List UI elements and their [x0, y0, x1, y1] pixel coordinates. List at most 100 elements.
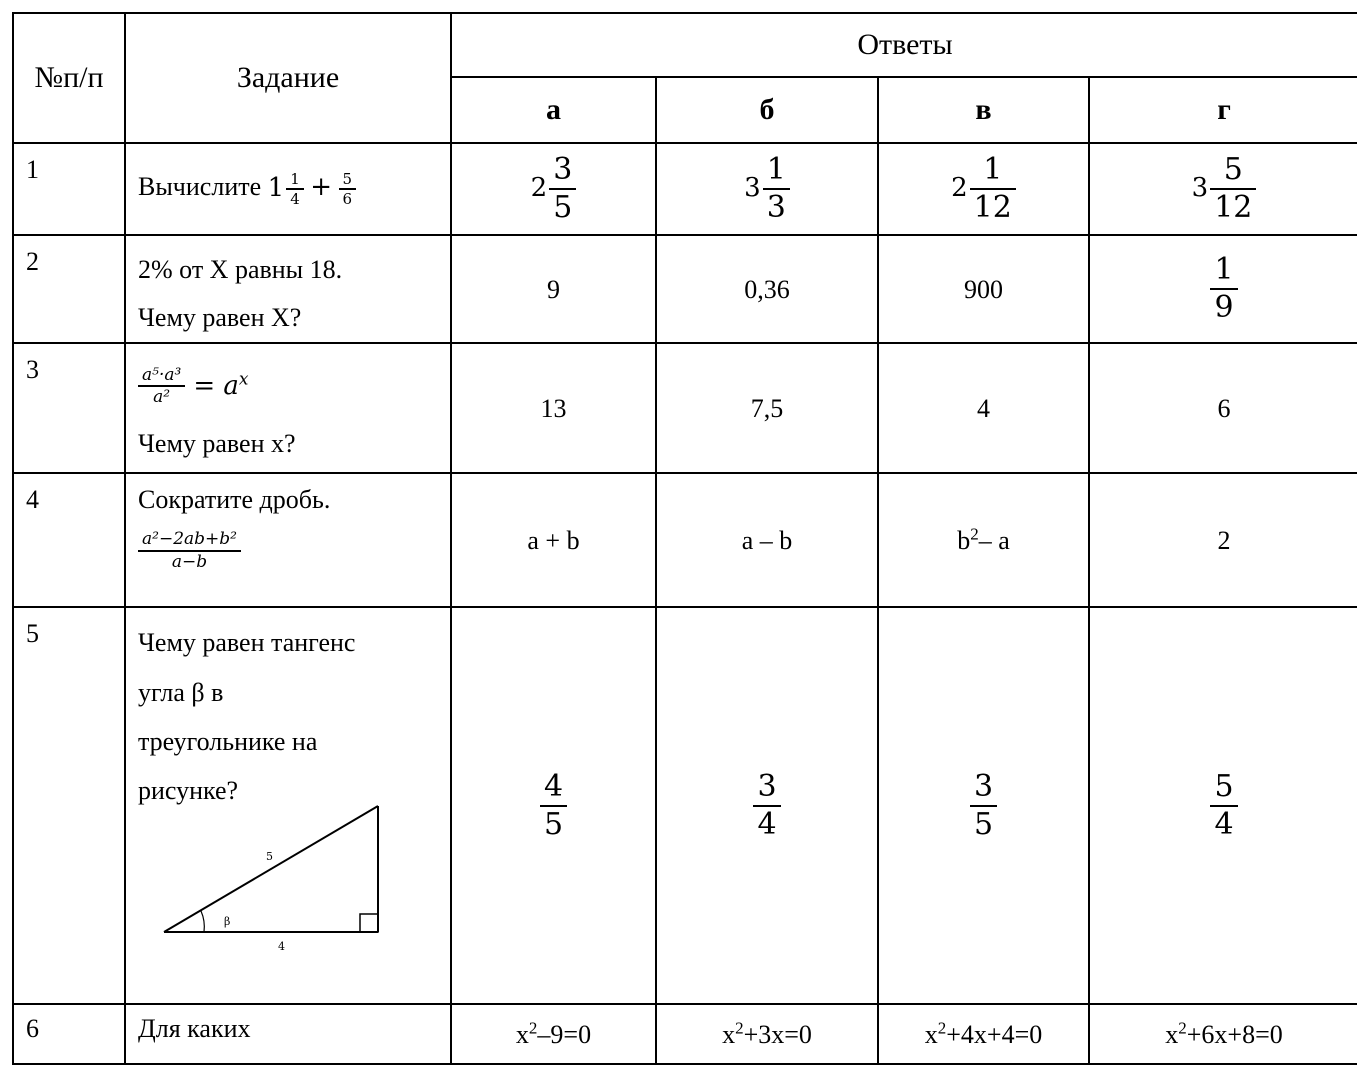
row-number: 4	[12, 472, 126, 609]
fraction: a⁵·a³ a²	[138, 364, 186, 408]
formula-rhs: = ax	[193, 368, 249, 401]
task-cell: Чему равен тангенс угла β в треугольнике…	[124, 606, 452, 1006]
fraction: 1 12	[969, 152, 1016, 226]
exponent: x	[238, 368, 249, 389]
numerator: 3	[973, 768, 994, 804]
answer-g: 6	[1087, 342, 1357, 475]
row-number: 1	[12, 142, 126, 236]
denominator: 9	[1214, 290, 1234, 326]
numerator: 5	[1223, 152, 1243, 187]
numerator: 1	[983, 152, 1003, 187]
table-row: 3 a⁵·a³ a² = ax Чему равен x? 13 7,5 4 6	[12, 342, 1357, 475]
base-label: 4	[278, 940, 285, 953]
row-number: 3	[12, 342, 126, 475]
task-text: Вычислите	[138, 171, 262, 201]
table-row: 4 Сократите дробь. a²−2ab+b² a−b a + b a …	[12, 472, 1357, 609]
header-num: №п/п	[12, 12, 126, 144]
table-row: 5 Чему равен тангенс угла β в треугольни…	[12, 606, 1357, 1006]
denominator: 12	[973, 190, 1012, 225]
mixed-whole: 3	[744, 173, 761, 204]
answer-a: 13	[450, 342, 657, 475]
answer-v: x2+4x+4=0	[877, 1003, 1090, 1066]
quiz-table: №п/п Задание Ответы а б в г 1 Вычислите …	[12, 12, 1357, 1066]
task-cell: a⁵·a³ a² = ax Чему равен x?	[124, 342, 452, 475]
hypotenuse-label: 5	[266, 850, 273, 863]
fraction: a²−2ab+b² a−b	[138, 529, 241, 572]
task-line: угла β в	[138, 677, 224, 707]
task-cell: Для каких	[124, 1003, 452, 1066]
denominator: 5	[543, 806, 564, 842]
answer-v: 4	[877, 342, 1090, 475]
header-answers: Ответы	[449, 12, 1357, 78]
row-number: 5	[12, 606, 126, 1006]
plus-sign: +	[310, 171, 333, 202]
exponent: 2	[528, 1017, 538, 1037]
denominator: 5	[553, 190, 573, 225]
header-option-a: а	[450, 76, 657, 144]
mixed-whole: 3	[1191, 173, 1209, 204]
task-line: Для каких	[138, 1014, 251, 1044]
numerator: 5	[342, 170, 353, 188]
numerator: a²−2ab+b²	[142, 529, 237, 550]
numerator: 3	[757, 768, 777, 804]
header-option-v: в	[877, 76, 1090, 144]
task-line: треугольнике на	[138, 726, 318, 756]
angle-label: β	[224, 915, 230, 928]
numerator: 1	[766, 152, 786, 187]
triangle-figure: 5 4 β	[163, 804, 379, 953]
answer-b: x2+3x=0	[655, 1003, 879, 1066]
mixed-whole: 1	[267, 173, 285, 204]
answer-a: 9	[450, 233, 657, 345]
task-line: рисунке?	[138, 776, 239, 806]
task-line: Чему равен тангенс	[138, 628, 356, 658]
exponent: 2	[1178, 1017, 1187, 1037]
header-option-g: г	[1087, 76, 1357, 144]
task-cell: 2% от X равны 18. Чему равен X?	[124, 233, 452, 345]
mixed-whole: 2	[530, 173, 548, 204]
task-line: Чему равен x?	[138, 429, 296, 459]
denominator: a²	[153, 387, 171, 408]
task-formula: a⁵·a³ a² = ax	[138, 354, 450, 418]
denominator: 3	[766, 190, 786, 225]
denominator: 4	[290, 190, 300, 208]
numerator: 4	[543, 768, 564, 804]
header-task: Задание	[124, 12, 452, 144]
answer-v: 2 1 12	[877, 142, 1090, 236]
answer-v: b2– a	[877, 472, 1090, 609]
row-number: 6	[12, 1003, 126, 1066]
denominator: 5	[973, 806, 994, 842]
answer-a: x2–9=0	[450, 1003, 657, 1066]
answer-g: 2	[1087, 472, 1357, 609]
task-cell: Сократите дробь. a²−2ab+b² a−b	[124, 472, 452, 609]
mixed-whole: 2	[951, 173, 968, 204]
table-row: 6 Для каких x2–9=0 x2+3x=0 x2+4x+4=0 x2+…	[12, 1003, 1357, 1066]
numerator: a⁵·a³	[142, 364, 182, 385]
table-row: 2 2% от X равны 18. Чему равен X? 9 0,36…	[12, 233, 1357, 345]
numerator: 1	[1214, 252, 1234, 288]
denominator: 6	[342, 190, 353, 208]
answer-b: 0,36	[655, 233, 879, 345]
answer-b: 7,5	[655, 342, 879, 475]
answer-b: a – b	[655, 472, 879, 609]
denominator: a−b	[171, 551, 208, 572]
answer-a: a + b	[450, 472, 657, 609]
fraction: 5 12	[1210, 152, 1257, 226]
numerator: 5	[1214, 768, 1234, 804]
denominator: 4	[1214, 806, 1234, 842]
exponent: 2	[937, 1017, 947, 1037]
